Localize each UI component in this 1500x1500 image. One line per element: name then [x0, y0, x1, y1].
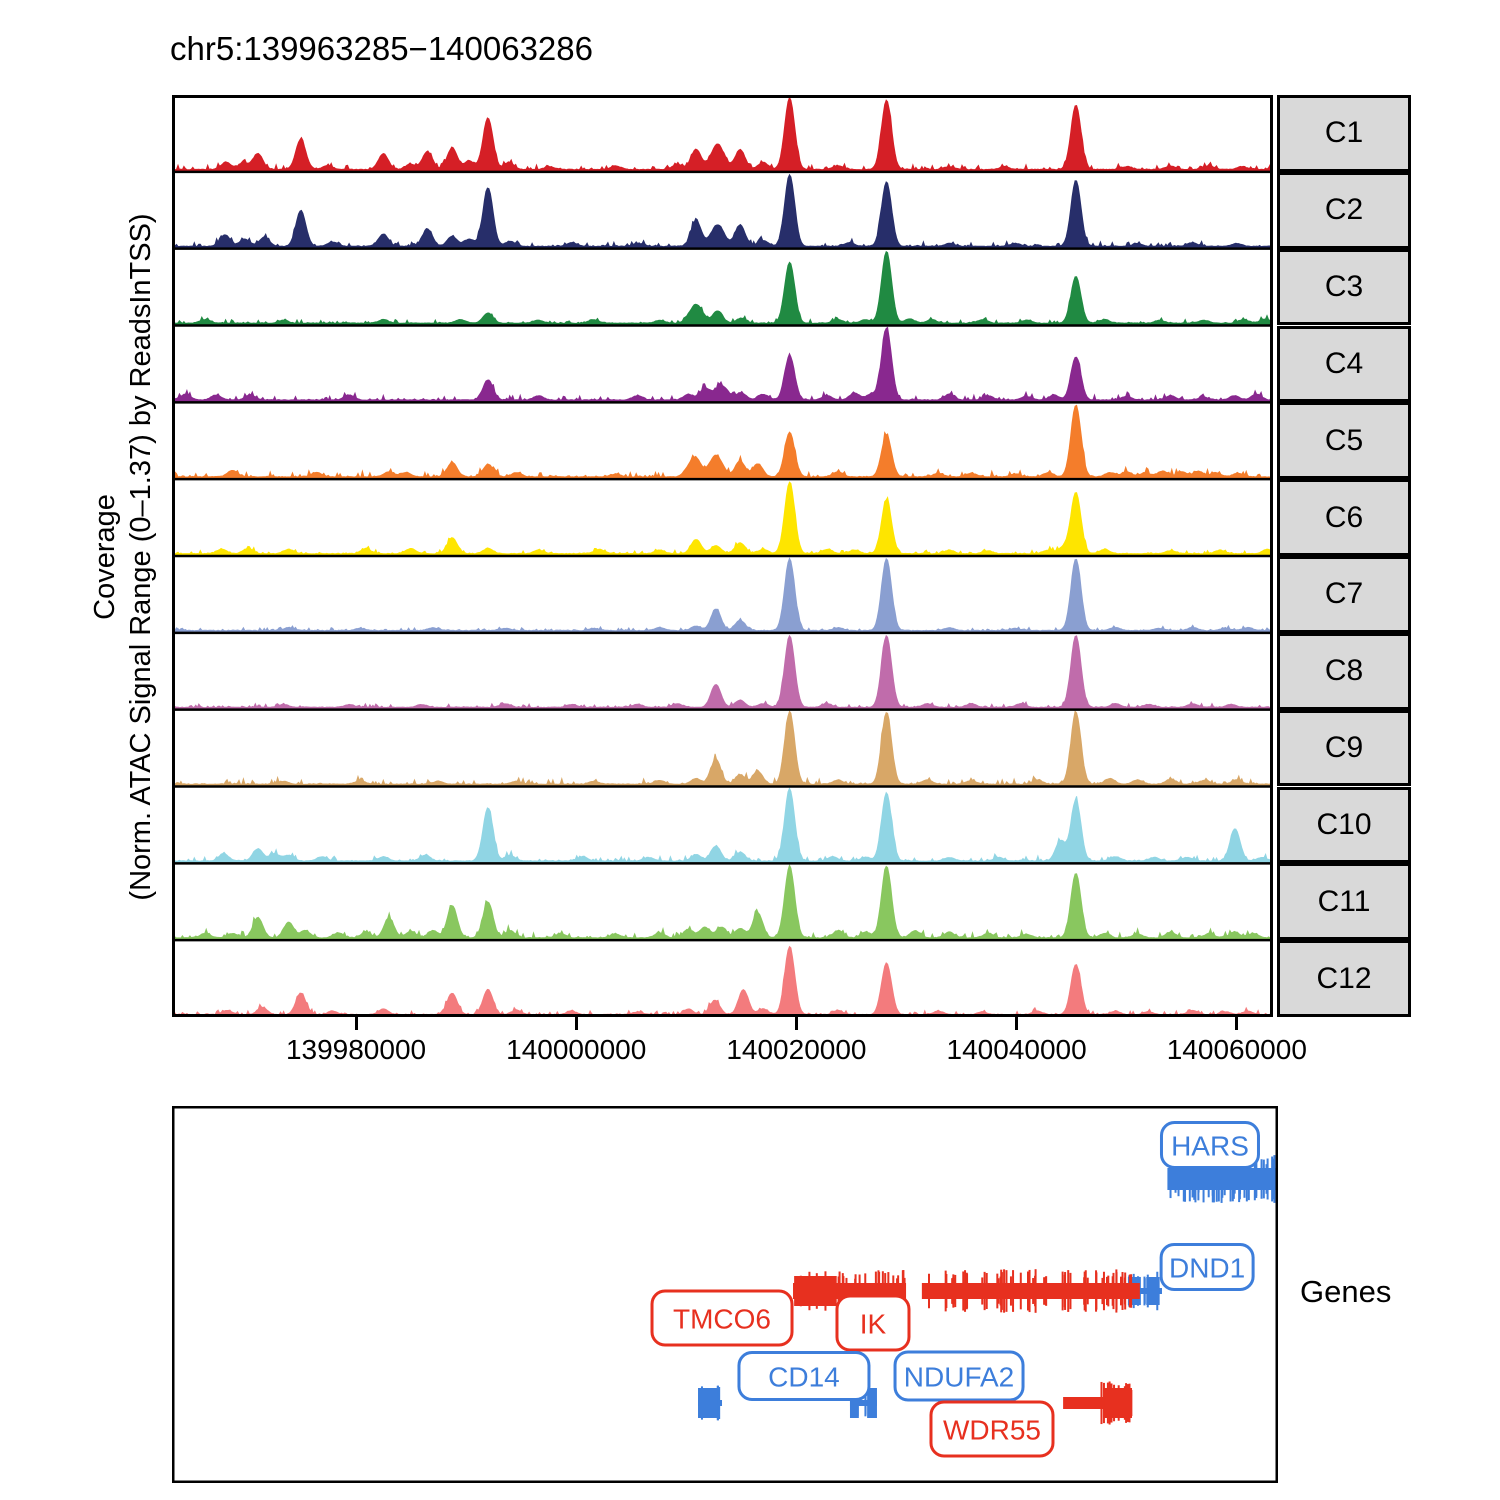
track-label-c5: C5: [1277, 402, 1411, 480]
gene-exon-block: [1146, 1277, 1160, 1305]
gene-body-cd14: [698, 1385, 723, 1421]
coverage-track-c9: [172, 710, 1273, 786]
gene-label-box: [893, 1350, 1025, 1402]
x-axis-tick-label: 140020000: [726, 1034, 867, 1065]
x-axis-tick-label: 140000000: [506, 1034, 647, 1065]
gene-bar: [921, 1283, 1140, 1299]
gene-label-box: [650, 1289, 794, 1347]
gene-label-dnd1: DND1: [1159, 1243, 1255, 1291]
coverage-track-c1: [172, 96, 1273, 172]
coverage-tracks-plot: [172, 95, 1273, 1017]
track-label-c4: C4: [1277, 325, 1411, 403]
gene-label-text: DND1: [1169, 1253, 1245, 1284]
genes-panel-label: Genes: [1300, 1274, 1392, 1309]
gene-track-plot: HARS DND1 TMCO6 IK CD14 NDUFA2 WDR55: [172, 1106, 1278, 1483]
gene-label-box: [835, 1294, 911, 1352]
track-label-c10: C10: [1277, 786, 1411, 864]
coverage-track-c11: [172, 863, 1273, 940]
coverage-track-c7: [172, 557, 1273, 633]
gene-exon-block: [867, 1388, 877, 1418]
gene-bar: [1127, 1288, 1162, 1294]
x-axis-tick-label: 140040000: [946, 1034, 1087, 1065]
gene-bar: [1167, 1168, 1278, 1190]
gene-body-tmco6: [793, 1269, 1140, 1313]
x-axis-tick: [1235, 1017, 1239, 1030]
gene-label-ndufa2: NDUFA2: [893, 1350, 1025, 1402]
coverage-track-c6: [172, 481, 1273, 556]
gene-label-text: CD14: [768, 1362, 840, 1393]
gene-label-tmco6: TMCO6: [650, 1289, 794, 1347]
x-axis-tick: [574, 1017, 578, 1030]
coverage-track-c5: [172, 404, 1273, 479]
coverage-track-c3: [172, 250, 1273, 325]
gene-exon-block: [849, 1388, 859, 1418]
gene-label-text: NDUFA2: [904, 1362, 1014, 1393]
track-label-c8: C8: [1277, 632, 1411, 710]
x-axis-tick: [354, 1017, 358, 1030]
track-label-c1: C1: [1277, 95, 1411, 172]
y-axis-label-line1: Coverage: [89, 494, 121, 620]
coverage-track-c8: [172, 634, 1273, 709]
track-label-c12: C12: [1277, 940, 1411, 1017]
track-label-c7: C7: [1277, 556, 1411, 633]
gene-label-text: WDR55: [943, 1415, 1041, 1446]
plot-title: chr5:139963285−140063286: [170, 30, 593, 67]
gene-bar: [849, 1400, 877, 1406]
tracks-plot-border: [172, 95, 1273, 1017]
coverage-track-c4: [172, 326, 1273, 402]
gene-label-text: IK: [860, 1309, 887, 1340]
coverage-track-c12: [172, 945, 1273, 1017]
gene-label-wdr55: WDR55: [929, 1400, 1055, 1458]
y-axis-label: Coverage (Norm. ATAC Signal Range (0–1.3…: [87, 82, 163, 1032]
gene-bar: [1063, 1397, 1108, 1409]
track-label-column: C1 C2 C3 C4 C5 C6 C7 C8 C9 C10 C11 C12: [1277, 95, 1411, 1017]
y-axis-label-line2: (Norm. ATAC Signal Range (0–1.37) by Rea…: [125, 213, 158, 901]
gene-label-box: [929, 1400, 1055, 1458]
gene-label-hars: HARS: [1159, 1121, 1260, 1169]
gene-exon-block: [1104, 1388, 1133, 1418]
x-axis-tick-label: 139980000: [285, 1034, 427, 1065]
coverage-track-c10: [172, 787, 1273, 863]
gene-label-box: [1159, 1243, 1255, 1291]
gene-label-cd14: CD14: [737, 1351, 871, 1401]
track-label-c6: C6: [1277, 479, 1411, 556]
track-label-c2: C2: [1277, 171, 1411, 249]
gene-label-text: HARS: [1171, 1131, 1249, 1162]
x-axis-tick-label: 140060000: [1166, 1034, 1307, 1065]
x-axis-tick: [794, 1017, 798, 1030]
track-label-c3: C3: [1277, 248, 1411, 326]
gene-label-text: TMCO6: [673, 1304, 771, 1335]
gene-body-hars: [1167, 1155, 1278, 1203]
coverage-track-c2: [172, 173, 1273, 248]
track-label-c9: C9: [1277, 709, 1411, 787]
track-label-c11: C11: [1277, 863, 1411, 941]
gene-label-box: [737, 1351, 871, 1401]
x-axis-tick: [1015, 1017, 1019, 1030]
gene-label-box: [1159, 1121, 1260, 1169]
gene-exon-block: [794, 1276, 837, 1306]
gene-exon-block: [698, 1388, 718, 1418]
gene-body-wdr55: [1063, 1381, 1133, 1425]
gene-panel-border: [172, 1106, 1278, 1483]
gene-label-ik: IK: [835, 1294, 911, 1352]
